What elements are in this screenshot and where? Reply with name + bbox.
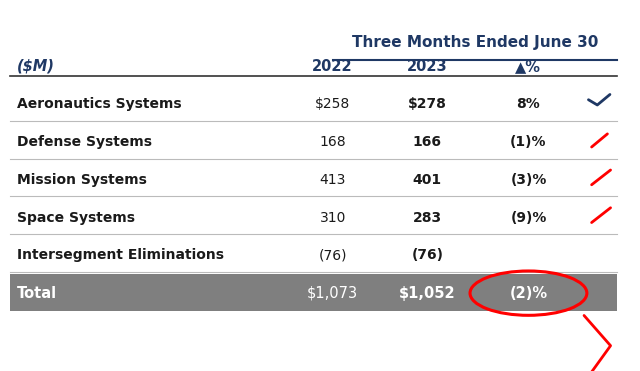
Text: Space Systems: Space Systems (17, 211, 135, 224)
Text: (76): (76) (412, 248, 444, 262)
Text: 2022: 2022 (312, 59, 353, 74)
Text: ($M): ($M) (17, 59, 54, 74)
Text: 166: 166 (413, 135, 442, 149)
Text: Mission Systems: Mission Systems (17, 173, 147, 187)
Text: 283: 283 (413, 211, 442, 224)
Text: $258: $258 (315, 97, 350, 111)
Text: (2)%: (2)% (509, 286, 547, 301)
Text: Intersegment Eliminations: Intersegment Eliminations (17, 248, 224, 262)
Text: $1,052: $1,052 (399, 286, 456, 301)
Text: 168: 168 (319, 135, 346, 149)
Text: 401: 401 (413, 173, 442, 187)
Text: (1)%: (1)% (510, 135, 547, 149)
Text: 310: 310 (319, 211, 346, 224)
Text: 413: 413 (319, 173, 346, 187)
Text: ▲%: ▲% (515, 59, 541, 74)
Bar (10, 274, 617, 311)
Text: (76): (76) (318, 248, 347, 262)
Text: Three Months Ended June 30: Three Months Ended June 30 (351, 35, 598, 50)
Text: Total: Total (17, 286, 57, 301)
Text: $278: $278 (408, 97, 447, 111)
Text: 2023: 2023 (407, 59, 448, 74)
Text: (3)%: (3)% (510, 173, 547, 187)
Text: Defense Systems: Defense Systems (17, 135, 152, 149)
Text: 8%: 8% (516, 97, 540, 111)
Text: Aeronautics Systems: Aeronautics Systems (17, 97, 181, 111)
Text: (9)%: (9)% (510, 211, 547, 224)
Text: $1,073: $1,073 (307, 286, 358, 301)
